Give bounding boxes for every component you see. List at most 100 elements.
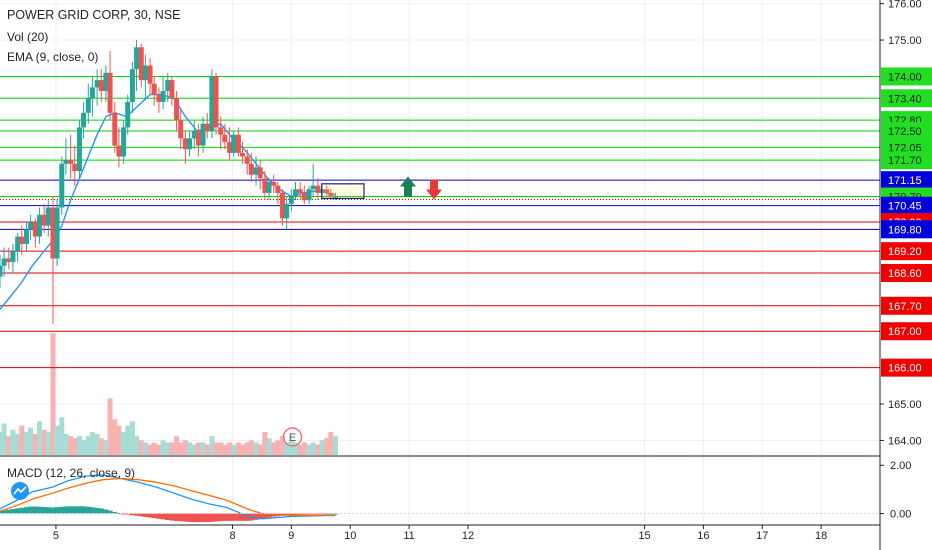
volume-bar [107,398,113,455]
macd-histogram-bar [116,513,122,515]
macd-histogram-bar [147,513,153,518]
volume-bar [59,417,65,455]
macd-histogram-bar [72,506,78,514]
volume-bar [328,431,334,455]
macd-histogram-bar [54,507,60,514]
volume-bar [280,436,286,455]
macd-histogram-bar [36,506,42,514]
candle-body [41,214,47,226]
volume-bar [262,431,268,455]
macd-tick-label: 0.00 [890,509,911,521]
candle-body [103,72,109,91]
macd-alert-icon-glyph [13,486,27,495]
candle-body [156,94,162,102]
candle-body [187,138,193,150]
candle-body [28,222,34,230]
candle-body [244,156,250,164]
volume-bar [292,442,298,455]
level-price-tag [881,322,932,341]
macd-histogram-bar [213,513,219,522]
volume-bar [76,436,82,455]
macd-histogram-bar [156,513,162,519]
macd-indicator-label[interactable]: MACD (12, 26, close, 9) [7,466,136,480]
time-tick-label: 17 [756,530,768,542]
macd-histogram-bar [328,513,334,515]
volume-bar [240,444,246,455]
level-price-tag [881,296,932,315]
candle-body [50,207,56,259]
macd-histogram-bar [284,513,290,516]
volume-bar [195,442,201,455]
macd-histogram-bar [262,513,268,519]
candle-body [174,98,180,121]
macd-histogram-bar [187,513,193,522]
volume-bar [72,438,78,455]
time-tick-label: 9 [288,530,294,542]
volume-bar [6,436,12,455]
macd-histogram-bar [200,513,206,522]
volume-indicator-label[interactable]: Vol (20) [7,30,49,44]
volume-bar [301,442,307,455]
macd-histogram-bar [209,513,215,522]
volume-bar [116,425,122,455]
volume-bar [315,444,321,455]
macd-histogram-bar [121,513,127,515]
macd-histogram-bar [142,513,148,517]
time-tick-label: 18 [815,530,827,542]
candle-body [324,189,330,193]
volume-bar [142,442,148,455]
candle-body [121,127,127,157]
candle-body [178,120,184,139]
candle-body [288,196,294,204]
macd-histogram-bar [129,513,135,516]
macd-histogram-bar [333,513,339,515]
volume-bar [248,440,254,455]
level-price-tag [881,122,932,141]
volume-bar [174,436,180,455]
time-tick-label: 10 [344,530,356,542]
candle-body [204,123,210,132]
volume-bar [23,431,29,455]
candle-body [81,112,87,128]
volume-bar [85,436,91,455]
candle-body [297,189,303,193]
volume-bar [310,442,316,455]
volume-bar [28,427,34,455]
macd-histogram-bar [45,507,51,514]
ema-indicator-label[interactable]: EMA (9, close, 0) [7,50,99,64]
candle-body [262,178,268,193]
macd-histogram-bar [169,513,175,521]
level-price-tag [881,151,932,170]
candle-body [0,265,3,277]
candle-body [227,141,233,153]
volume-bar [218,442,224,455]
volume-bar [253,442,259,455]
macd-histogram-bar [191,513,197,522]
candle-body [147,65,153,84]
volume-bar [160,440,166,455]
volume-bar [204,444,210,455]
price-tick-label: 164.00 [888,435,922,447]
volume-bar [182,440,188,455]
candle-body [15,236,21,252]
macd-histogram-bar [231,513,237,521]
candle-body [231,134,237,153]
volume-bar [151,442,157,455]
ema-line [0,93,336,310]
signal-line [0,477,336,517]
candle-body [107,72,113,113]
volume-bar [200,442,206,455]
candle-body [134,47,140,70]
volume-bar [54,425,60,455]
volume-bar [94,434,100,455]
candle-body [94,80,100,88]
time-tick-label: 11 [403,530,414,542]
candle-body [333,196,339,198]
macd-histogram-bar [50,507,56,514]
candle-body [275,185,281,193]
volume-bar [324,438,330,455]
volume-bar [213,442,219,455]
level-price-label: 169.80 [888,224,922,236]
macd-histogram-bar [138,513,144,517]
